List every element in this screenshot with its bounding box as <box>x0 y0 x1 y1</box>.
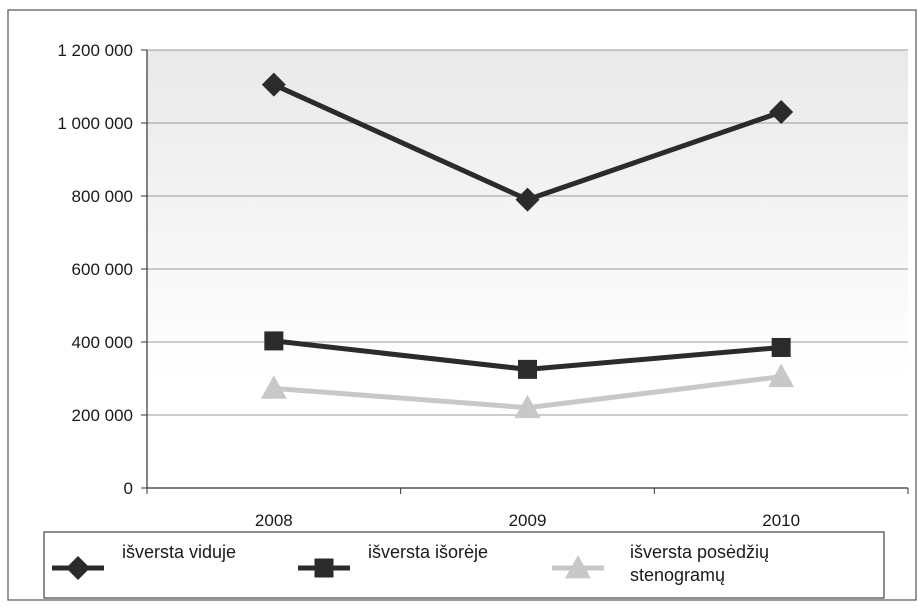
x-tick-label: 2008 <box>255 511 293 530</box>
data-point <box>768 363 795 388</box>
data-point <box>769 100 794 125</box>
legend-label: išversta posėdžių <box>630 542 769 562</box>
legend-label: stenogramų <box>630 565 725 585</box>
data-point <box>514 394 541 419</box>
legend-item-1: išversta viduje <box>52 542 236 580</box>
legend-marker <box>565 555 591 579</box>
x-tick-label: 2010 <box>762 511 800 530</box>
y-tick-label: 1 000 000 <box>57 114 133 133</box>
x-tick-label: 2009 <box>509 511 547 530</box>
series-3 <box>260 363 795 419</box>
data-point <box>771 337 791 357</box>
legend-item-3: išversta posėdžių stenogramų <box>552 542 769 585</box>
y-tick-label: 200 000 <box>72 406 133 425</box>
plot-area <box>147 50 908 380</box>
series-2 <box>264 331 791 379</box>
series-lines <box>260 72 795 419</box>
y-tick-label: 600 000 <box>72 260 133 279</box>
y-tick-label: 1 200 000 <box>57 41 133 60</box>
data-point <box>264 331 284 351</box>
data-point <box>518 359 537 379</box>
legend-item-2: išversta išorėje <box>298 542 488 578</box>
data-point <box>260 375 287 399</box>
legend: išversta viduje išversta išorėje išversta … <box>43 531 885 599</box>
legend-marker <box>66 556 90 580</box>
legend-label: išversta viduje <box>122 542 236 562</box>
legend-label: išversta išorėje <box>368 542 488 562</box>
legend-box <box>43 531 885 599</box>
y-tick-label: 800 000 <box>72 187 133 206</box>
y-tick-label: 400 000 <box>72 333 133 352</box>
data-point <box>515 187 540 212</box>
axes: 0 200 000 400 000 600 000 800 000 1 000 000 1 … <box>57 41 909 530</box>
y-tick-label: 0 <box>124 479 133 498</box>
series-1 <box>261 72 794 212</box>
legend-marker <box>314 558 334 578</box>
data-point <box>261 72 286 97</box>
